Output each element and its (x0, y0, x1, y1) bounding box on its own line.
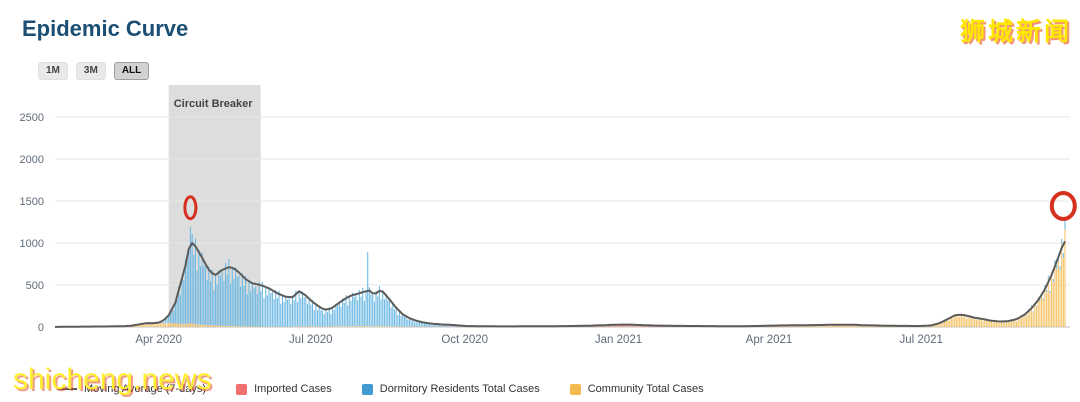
legend-label: Community Total Cases (587, 383, 704, 395)
y-axis-tick-label: 500 (26, 280, 44, 292)
legend-item-dormitory-cases[interactable]: Dormitory Residents Total Cases (361, 383, 540, 395)
x-axis-tick-label: Oct 2020 (441, 334, 488, 346)
y-axis-tick-label: 1000 (20, 238, 44, 250)
legend-community-cases-swatch-icon (569, 383, 581, 395)
site-logo-watermark: 狮城新闻 (959, 17, 1072, 46)
legend-label: Imported Cases (254, 383, 332, 395)
x-axis-tick-label: Apr 2021 (746, 334, 793, 346)
y-axis-tick-label: 2500 (20, 112, 44, 124)
chart-title: Epidemic Curve (22, 16, 189, 41)
y-axis-tick-label: 2000 (20, 154, 44, 166)
x-axis-tick-label: Jan 2021 (595, 334, 642, 346)
legend-moving-average-swatch-icon (57, 388, 77, 390)
highlight-circle-annotation (1049, 191, 1077, 221)
range-button-3m[interactable]: 3M (75, 62, 106, 80)
epidemic-curve-plot[interactable]: 0 500 1000 1500 2000 2500 Circuit Breaker Apr 2… (0, 80, 1080, 360)
highlight-circle-annotation (183, 195, 198, 221)
x-axis-tick-label: Jul 2021 (899, 334, 942, 346)
legend-item-community-cases[interactable]: Community Total Cases (569, 383, 704, 395)
legend-item-moving-average[interactable]: Moving Average (7-days) (57, 383, 206, 395)
legend-label: Moving Average (7-days) (84, 383, 207, 395)
circuit-breaker-label: Circuit Breaker (174, 98, 254, 110)
moving-average-line (55, 240, 1066, 328)
y-axis-tick-label: 0 (38, 322, 44, 334)
x-axis-tick-label: Apr 2020 (135, 334, 182, 346)
legend-label: Dormitory Residents Total Cases (379, 383, 540, 395)
legend-dormitory-cases-swatch-icon (361, 383, 373, 395)
legend-item-imported-cases[interactable]: Imported Cases (236, 383, 332, 395)
site-url-watermark: shicheng.news (13, 363, 212, 396)
chart-legend: Moving Average (7-days) Imported Cases Dor… (57, 383, 704, 395)
y-axis-tick-label: 1500 (20, 196, 44, 208)
range-button-1m[interactable]: 1M (38, 62, 68, 80)
legend-imported-cases-swatch-icon (236, 383, 248, 395)
range-selector: 1M 3M ALL (38, 62, 150, 80)
range-button-all[interactable]: ALL (113, 62, 150, 80)
x-axis-tick-label: Jul 2020 (289, 334, 332, 346)
